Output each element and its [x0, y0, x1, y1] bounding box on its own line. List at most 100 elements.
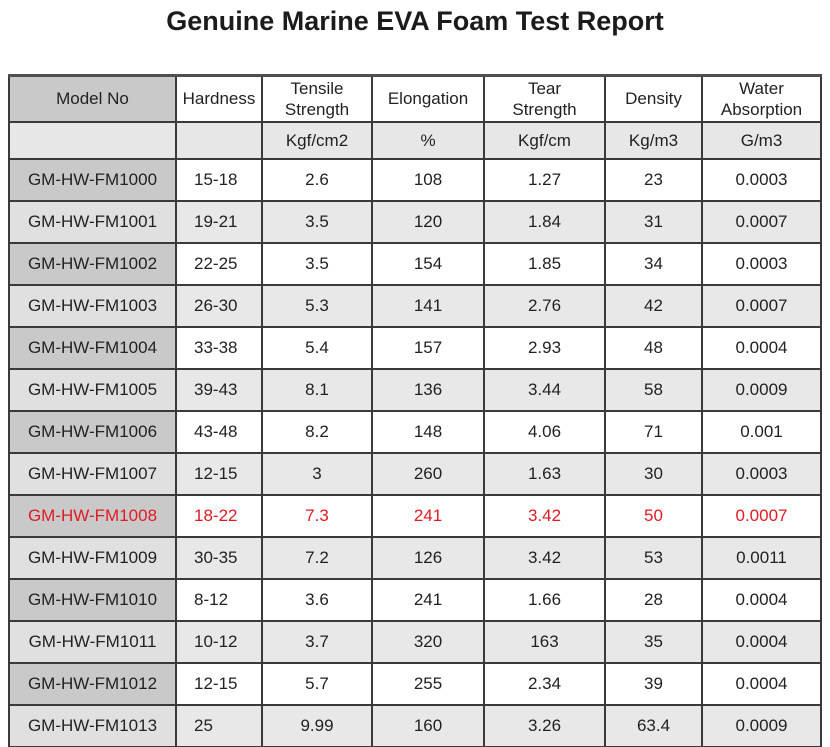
hardness-cell: 12-15 [175, 452, 263, 496]
table-row: GM-HW-FM1001 19-21 3.5 120 1.84 31 0.000… [8, 200, 822, 244]
tensile-strength-cell: 3.6 [261, 578, 373, 622]
model-cell: GM-HW-FM1000 [8, 158, 177, 202]
density-cell: 53 [604, 536, 703, 580]
model-cell: GM-HW-FM1006 [8, 410, 177, 454]
model-cell: GM-HW-FM1003 [8, 284, 177, 328]
model-cell: GM-HW-FM1005 [8, 368, 177, 412]
density-cell: 50 [604, 494, 703, 538]
tensile-strength-cell: 8.1 [261, 368, 373, 412]
tensile-strength-cell: 3.7 [261, 620, 373, 664]
model-cell: GM-HW-FM1011 [8, 620, 177, 664]
tear-strength-cell: 3.44 [483, 368, 606, 412]
water-absorption-cell: 0.001 [701, 410, 822, 454]
table-row: GM-HW-FM1008 18-22 7.3 241 3.42 50 0.000… [8, 494, 822, 538]
table-row: GM-HW-FM1004 33-38 5.4 157 2.93 48 0.000… [8, 326, 822, 370]
tear-strength-cell: 1.63 [483, 452, 606, 496]
table-row: GM-HW-FM1006 43-48 8.2 148 4.06 71 0.001 [8, 410, 822, 454]
table-row: GM-HW-FM1002 22-25 3.5 154 1.85 34 0.000… [8, 242, 822, 286]
test-report-table: Model No Hardness Tensile Strength Elong… [8, 74, 822, 747]
table-row: GM-HW-FM1005 39-43 8.1 136 3.44 58 0.000… [8, 368, 822, 412]
table-container: Model No Hardness Tensile Strength Elong… [8, 74, 822, 747]
tensile-strength-cell: 7.2 [261, 536, 373, 580]
hardness-cell: 10-12 [175, 620, 263, 664]
model-cell: GM-HW-FM1009 [8, 536, 177, 580]
hardness-cell: 43-48 [175, 410, 263, 454]
density-cell: 34 [604, 242, 703, 286]
table-header: Model No Hardness Tensile Strength Elong… [8, 74, 822, 160]
tear-strength-cell: 1.66 [483, 578, 606, 622]
units-row: Kgf/cm2 % Kgf/cm Kg/m3 G/m3 [8, 121, 822, 160]
tensile-strength-cell: 5.4 [261, 326, 373, 370]
table-row: GM-HW-FM1012 12-15 5.7 255 2.34 39 0.000… [8, 662, 822, 706]
water-absorption-cell: 0.0003 [701, 158, 822, 202]
water-absorption-cell: 0.0004 [701, 620, 822, 664]
table-row: GM-HW-FM1011 10-12 3.7 320 163 35 0.0004 [8, 620, 822, 664]
column-header-density: Density [604, 74, 703, 123]
tensile-strength-cell: 5.3 [261, 284, 373, 328]
model-cell: GM-HW-FM1002 [8, 242, 177, 286]
density-cell: 30 [604, 452, 703, 496]
tear-strength-cell: 2.93 [483, 326, 606, 370]
hardness-cell: 22-25 [175, 242, 263, 286]
elongation-cell: 136 [371, 368, 485, 412]
table-body: GM-HW-FM1000 15-18 2.6 108 1.27 23 0.000… [8, 158, 822, 747]
tensile-strength-cell: 3.5 [261, 200, 373, 244]
density-cell: 28 [604, 578, 703, 622]
hardness-cell: 30-35 [175, 536, 263, 580]
hardness-cell: 18-22 [175, 494, 263, 538]
tear-strength-cell: 4.06 [483, 410, 606, 454]
column-header-label: Water Absorption [720, 78, 803, 119]
tensile-strength-cell: 3.5 [261, 242, 373, 286]
elongation-cell: 241 [371, 494, 485, 538]
density-cell: 42 [604, 284, 703, 328]
tensile-strength-cell: 2.6 [261, 158, 373, 202]
column-header-model-no: Model No [8, 74, 177, 123]
tensile-strength-cell: 9.99 [261, 704, 373, 747]
model-cell: GM-HW-FM1008 [8, 494, 177, 538]
model-cell: GM-HW-FM1004 [8, 326, 177, 370]
hardness-cell: 26-30 [175, 284, 263, 328]
column-header-label: Hardness [182, 89, 256, 109]
elongation-cell: 120 [371, 200, 485, 244]
tensile-strength-cell: 8.2 [261, 410, 373, 454]
hardness-cell: 12-15 [175, 662, 263, 706]
water-absorption-cell: 0.0007 [701, 494, 822, 538]
tear-strength-cell: 1.27 [483, 158, 606, 202]
tear-strength-cell: 1.85 [483, 242, 606, 286]
elongation-cell: 126 [371, 536, 485, 580]
column-header-label: Model No [56, 89, 129, 109]
water-absorption-cell: 0.0007 [701, 284, 822, 328]
hardness-cell: 15-18 [175, 158, 263, 202]
elongation-cell: 320 [371, 620, 485, 664]
tear-strength-cell: 2.76 [483, 284, 606, 328]
water-absorption-cell: 0.0009 [701, 368, 822, 412]
density-cell: 35 [604, 620, 703, 664]
tear-strength-cell: 3.42 [483, 536, 606, 580]
header-row: Model No Hardness Tensile Strength Elong… [8, 74, 822, 123]
column-header-water-absorption: Water Absorption [701, 74, 822, 123]
model-cell: GM-HW-FM1012 [8, 662, 177, 706]
water-absorption-cell: 0.0009 [701, 704, 822, 747]
model-cell: GM-HW-FM1007 [8, 452, 177, 496]
hardness-cell: 8-12 [175, 578, 263, 622]
column-header-label: Density [625, 89, 682, 109]
table-row: GM-HW-FM1013 25 9.99 160 3.26 63.4 0.000… [8, 704, 822, 747]
unit-cell-hardness [175, 121, 263, 160]
column-header-label: Tensile Strength [284, 78, 350, 119]
water-absorption-cell: 0.0003 [701, 242, 822, 286]
report-title: Genuine Marine EVA Foam Test Report [166, 6, 664, 36]
density-cell: 71 [604, 410, 703, 454]
elongation-cell: 241 [371, 578, 485, 622]
column-header-tensile-strength: Tensile Strength [261, 74, 373, 123]
density-cell: 23 [604, 158, 703, 202]
column-header-label: Tear Strength [512, 78, 577, 119]
hardness-cell: 25 [175, 704, 263, 747]
elongation-cell: 154 [371, 242, 485, 286]
density-cell: 39 [604, 662, 703, 706]
tear-strength-cell: 3.26 [483, 704, 606, 747]
table-row: GM-HW-FM1010 8-12 3.6 241 1.66 28 0.0004 [8, 578, 822, 622]
unit-cell-tensile-strength: Kgf/cm2 [261, 121, 373, 160]
water-absorption-cell: 0.0011 [701, 536, 822, 580]
density-cell: 63.4 [604, 704, 703, 747]
unit-cell-elongation: % [371, 121, 485, 160]
